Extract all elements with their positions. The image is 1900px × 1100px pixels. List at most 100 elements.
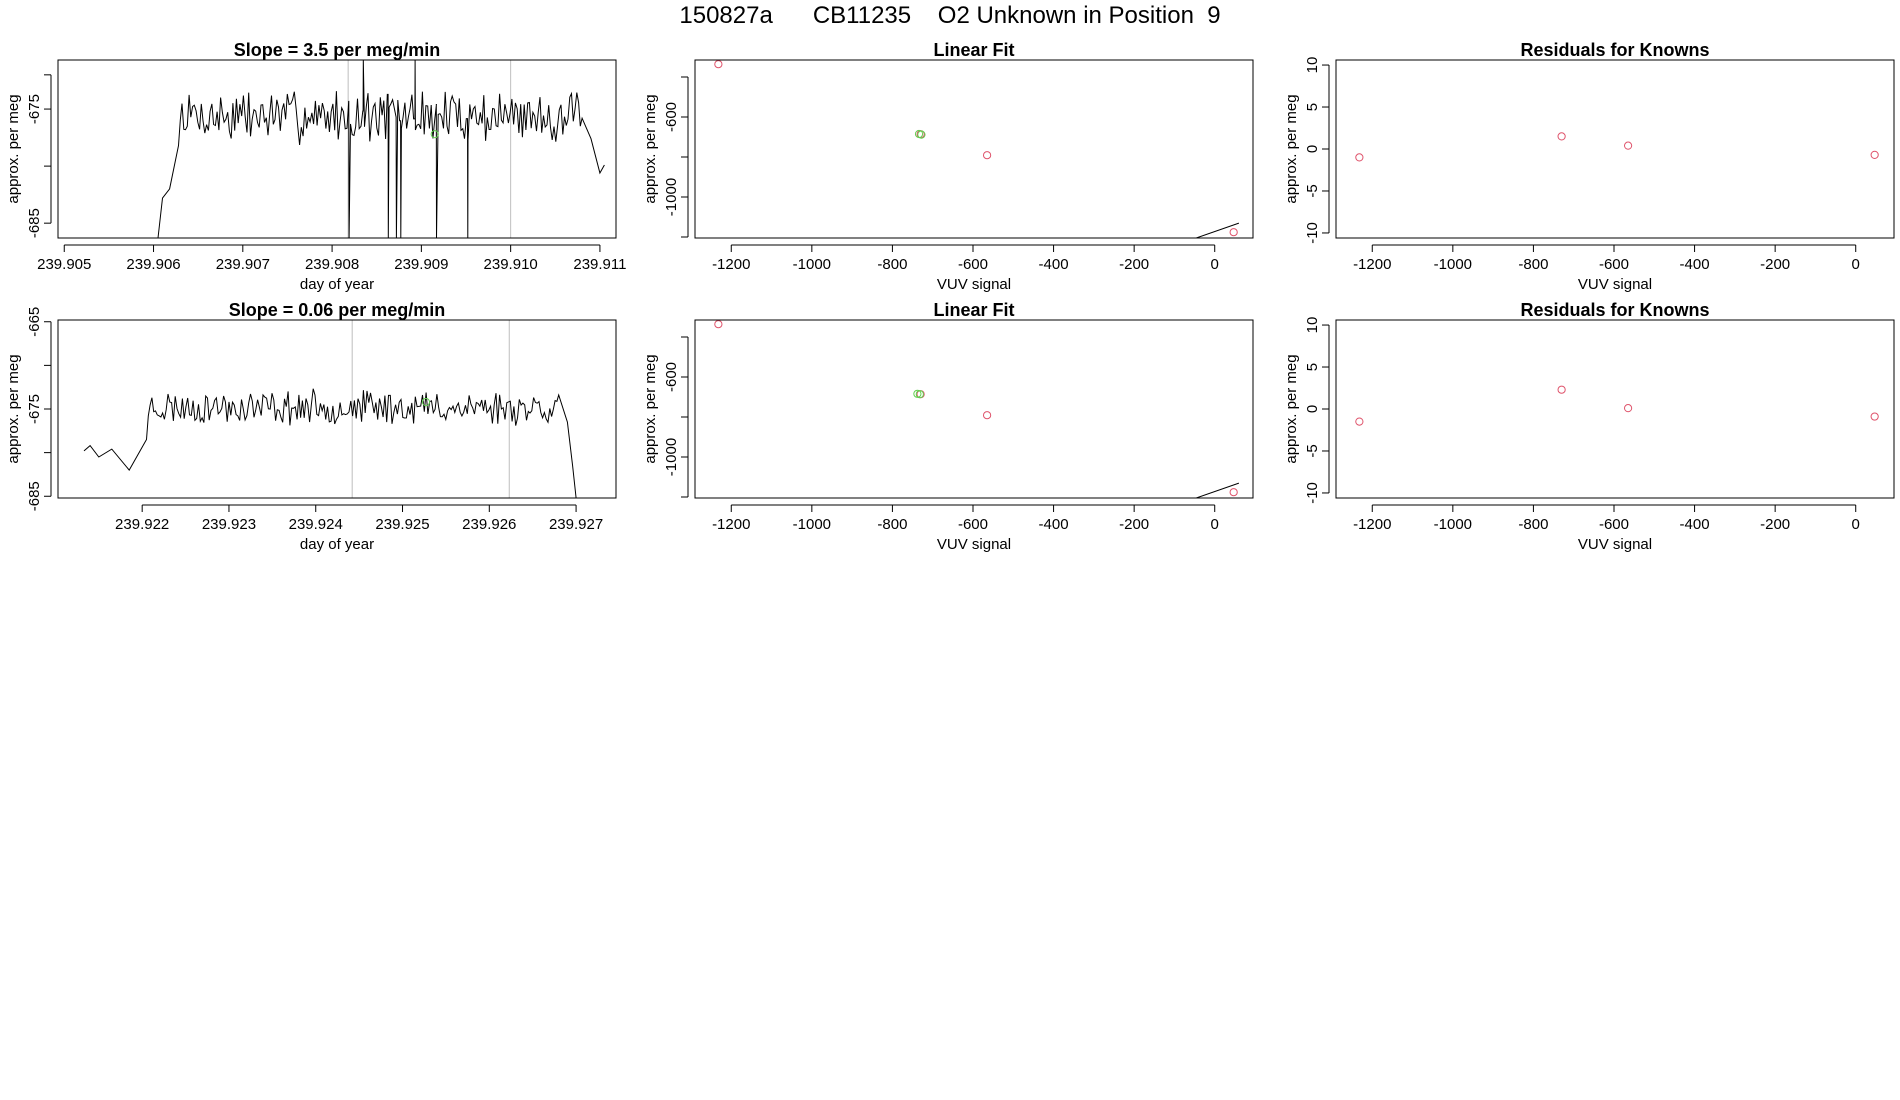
- y-tick-label: -600: [663, 102, 680, 132]
- series-line-trace: [157, 60, 605, 238]
- y-tick-label: 0: [1304, 405, 1321, 413]
- x-tick-label: 239.907: [216, 256, 270, 273]
- chart-title: Linear Fit: [933, 40, 1014, 60]
- chart-panel-5: -1200 -1000 -800 -600 -400 -200 0 VUV signal -60…: [642, 300, 1254, 553]
- x-tick-label: -800: [1518, 256, 1548, 273]
- known-point-3: [1623, 141, 1633, 150]
- chart-title: Slope = 3.5 per meg/min: [234, 40, 441, 60]
- plot-area: [1355, 132, 1879, 162]
- x-tick-label: -1000: [1434, 256, 1472, 273]
- x-tick-label: -400: [1680, 256, 1710, 273]
- x-tick-label: -600: [1599, 256, 1629, 273]
- plot-frame: [1335, 319, 1895, 499]
- x-tick-label: 239.927: [549, 516, 603, 533]
- page-title: 150827a CB11235 O2 Unknown in Position 9: [679, 2, 1221, 29]
- x-tick-label: 239.906: [126, 256, 180, 273]
- y-axis-label: approx. per meg: [5, 354, 22, 463]
- x-tick-label: -200: [1119, 516, 1149, 533]
- y-tick-label: -10: [1304, 482, 1321, 504]
- plot-area: [157, 60, 605, 238]
- plot-area: [714, 320, 1240, 498]
- x-tick-label: -600: [958, 516, 988, 533]
- known-point-4: [1229, 228, 1238, 237]
- known-point-3: [1623, 404, 1633, 413]
- y-tick-label: -685: [26, 208, 43, 238]
- y-tick-label: -10: [1304, 222, 1321, 244]
- x-axis-label: VUV signal: [1578, 536, 1652, 553]
- x-tick-label: 239.910: [484, 256, 538, 273]
- x-tick-label: 239.905: [37, 256, 91, 273]
- y-axis-label: approx. per meg: [1283, 94, 1300, 203]
- y-tick-label: 0: [1304, 145, 1321, 153]
- known-point-4: [1870, 150, 1879, 159]
- plot-frame: [694, 319, 1254, 499]
- chart-panel-3: -1200 -1000 -800 -600 -400 -200 0 VUV signal 10 5…: [1283, 40, 1895, 293]
- unknown-mean-point: [430, 130, 439, 139]
- y-axis-label: approx. per meg: [642, 354, 659, 463]
- x-tick-label: -200: [1760, 516, 1790, 533]
- x-tick-label: -1200: [1353, 256, 1391, 273]
- plot-frame: [694, 59, 1254, 239]
- known-point-4: [1870, 412, 1879, 421]
- known-point-1: [1355, 417, 1364, 426]
- y-tick-label: -675: [26, 394, 43, 424]
- x-tick-label: 0: [1852, 516, 1860, 533]
- x-tick-label: -800: [877, 256, 907, 273]
- unknown-point-2: [915, 390, 924, 399]
- chart-panel-6: -1200 -1000 -800 -600 -400 -200 0 VUV signal 10 5…: [1283, 300, 1895, 553]
- x-tick-label: 0: [1211, 256, 1219, 273]
- chart-panel-1: 239.905 239.906 239.907 239.908 239.909 239.9…: [5, 40, 626, 293]
- plot-frame: [57, 59, 617, 239]
- x-tick-label: -1200: [712, 256, 750, 273]
- x-tick-label: -600: [958, 256, 988, 273]
- plot-frame: [1335, 59, 1895, 239]
- x-tick-label: 239.908: [305, 256, 359, 273]
- plot-area: [83, 320, 577, 498]
- chart-title: Slope = 0.06 per meg/min: [229, 300, 446, 320]
- plot-area: [714, 60, 1240, 238]
- y-tick-label: 10: [1304, 317, 1321, 334]
- x-axis-label: VUV signal: [1578, 276, 1652, 293]
- x-tick-label: -1000: [793, 516, 831, 533]
- known-point-1: [714, 320, 723, 329]
- chart-panel-2: -1200 -1000 -800 -600 -400 -200 0 VUV signal -60…: [642, 40, 1254, 293]
- known-point-1: [1355, 153, 1364, 162]
- chart-title: Residuals for Knowns: [1520, 300, 1709, 320]
- y-tick-label: -1000: [663, 438, 680, 476]
- y-tick-label: -665: [26, 307, 43, 337]
- x-tick-label: 239.909: [394, 256, 448, 273]
- x-tick-label: -1000: [1434, 516, 1472, 533]
- y-tick-label: -5: [1304, 444, 1321, 457]
- chart-panel-4: 239.922 239.923 239.924 239.925 239.926 239.9…: [5, 300, 617, 553]
- y-tick-label: -675: [26, 94, 43, 124]
- x-tick-label: -600: [1599, 516, 1629, 533]
- unknown-mean-point: [421, 397, 431, 407]
- x-tick-label: 239.911: [573, 256, 626, 273]
- y-tick-label: 10: [1304, 57, 1321, 74]
- y-tick-label: -5: [1304, 184, 1321, 197]
- y-axis-label: approx. per meg: [642, 94, 659, 203]
- x-axis-label: day of year: [300, 276, 374, 293]
- y-tick-label: -1000: [663, 178, 680, 216]
- x-tick-label: -400: [1039, 256, 1069, 273]
- known-point-2: [1557, 132, 1566, 141]
- x-tick-label: -1000: [793, 256, 831, 273]
- chart-title: Residuals for Knowns: [1520, 40, 1709, 60]
- y-axis-label: approx. per meg: [5, 94, 22, 203]
- x-tick-label: -200: [1119, 256, 1149, 273]
- x-tick-label: -200: [1760, 256, 1790, 273]
- x-tick-label: -400: [1680, 516, 1710, 533]
- x-tick-label: 0: [1211, 516, 1219, 533]
- x-tick-label: -800: [877, 516, 907, 533]
- known-point-3: [982, 411, 992, 420]
- fit-line: [1194, 482, 1240, 498]
- x-tick-label: 239.925: [375, 516, 429, 533]
- plot-frame: [57, 319, 617, 499]
- x-axis-label: VUV signal: [937, 536, 1011, 553]
- x-tick-label: -1200: [1353, 516, 1391, 533]
- known-point-4: [1229, 488, 1238, 497]
- known-point-3: [982, 151, 992, 160]
- unknown-point-2: [917, 130, 926, 139]
- chart-title: Linear Fit: [933, 300, 1014, 320]
